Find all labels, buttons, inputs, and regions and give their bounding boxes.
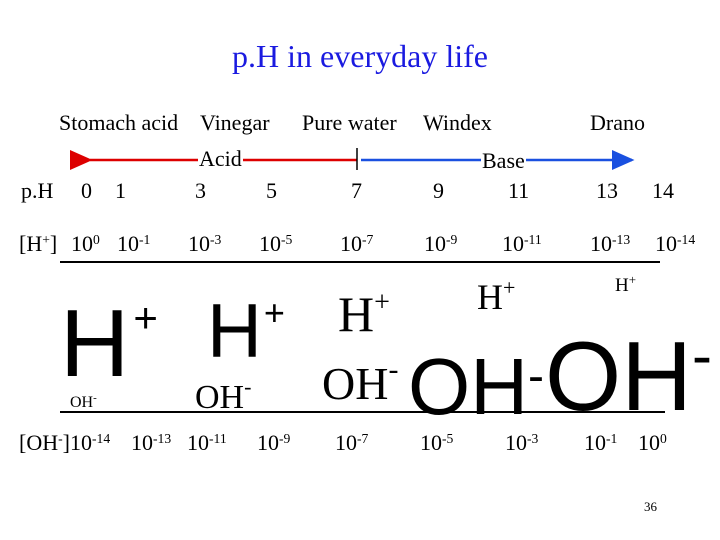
h-conc-value: 10-11 [502,231,542,256]
h-conc-value: 10-14 [655,231,696,256]
h-conc-value: 100 [71,231,100,256]
ph-row-label: p.H [21,178,54,203]
label-vinegar: Vinegar [200,110,270,135]
oh-conc-value: 10-9 [257,430,291,455]
ph-value: 3 [195,178,206,203]
oh-conc-value: 10-7 [335,430,369,455]
oh-ion-medium: OH- [322,353,399,409]
oh-conc-row-label: [OH-]10-14 [19,430,111,455]
base-label: Base [481,148,526,173]
page-title: p.H in everyday life [232,38,488,74]
h-ion-medium: H+ [207,289,285,374]
h-conc-value: 10-13 [590,231,631,256]
oh-conc-value: 10-1 [584,430,618,455]
oh-ion-small: OH- [195,374,252,416]
oh-conc-value: 10-11 [187,430,227,455]
ph-value: 11 [508,178,530,203]
oh-conc-value: 10-5 [420,430,454,455]
ph-value: 0 [81,178,92,203]
acid-label: Acid [198,146,243,171]
label-drano: Drano [590,110,645,135]
ph-value: 13 [596,178,618,203]
oh-conc-value: 100 [638,430,667,455]
label-stomach-acid: Stomach acid [59,110,179,135]
ph-value: 9 [433,178,444,203]
h-conc-value: 10-5 [259,231,293,256]
h-ion-smallest: H+ [615,272,637,296]
h-conc-row-label: [H+] [19,231,58,256]
ph-value: 14 [652,178,674,203]
oh-conc-value: 10-3 [505,430,539,455]
ph-value: 1 [115,178,126,203]
ph-value: 7 [351,178,362,203]
ph-value: 5 [266,178,277,203]
slide-number: 36 [644,499,657,514]
label-pure-water: Pure water [302,110,397,135]
h-ion-smaller: H+ [477,275,516,317]
h-conc-value: 10-9 [424,231,458,256]
h-conc-value: 10-7 [340,231,374,256]
oh-conc-value: 10-13 [131,430,172,455]
label-windex: Windex [423,110,492,135]
oh-ion-large: OH- [408,342,544,431]
h-conc-value: 10-3 [188,231,222,256]
h-conc-value: 10-1 [117,231,151,256]
oh-ion-smallest: OH- [70,392,97,411]
h-ion-large: H+ [60,290,158,397]
oh-ion-largest: OH- [545,321,712,431]
h-ion-small: H+ [338,286,390,342]
